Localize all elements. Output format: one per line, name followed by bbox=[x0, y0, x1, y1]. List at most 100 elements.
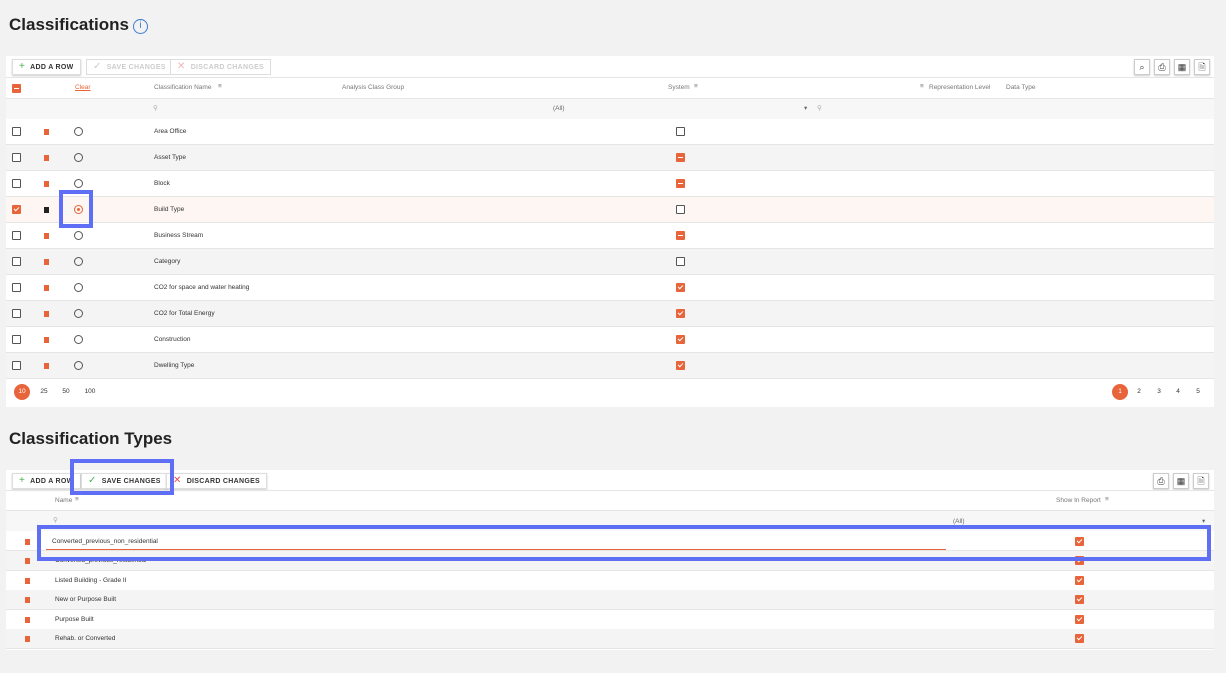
row-radio[interactable] bbox=[74, 153, 83, 162]
row-radio[interactable] bbox=[74, 231, 83, 240]
page-2[interactable]: 2 bbox=[1137, 388, 1141, 395]
system-checkbox[interactable] bbox=[676, 257, 685, 266]
system-checkbox[interactable] bbox=[676, 231, 685, 240]
select-all-checkbox[interactable] bbox=[12, 84, 21, 93]
row-radio[interactable] bbox=[74, 257, 83, 266]
discard-changes-button[interactable]: ✕ DISCARD CHANGES bbox=[166, 473, 268, 489]
row-checkbox[interactable] bbox=[12, 153, 21, 162]
trash-icon[interactable] bbox=[44, 129, 49, 135]
table-row[interactable]: Business Stream bbox=[6, 223, 1214, 249]
table-row[interactable]: Dwelling Type bbox=[6, 353, 1214, 379]
table-row[interactable]: Converted_previous_residential bbox=[6, 551, 1214, 571]
row-checkbox[interactable] bbox=[12, 257, 21, 266]
name-edit-input[interactable]: Converted_previous_non_residential bbox=[46, 533, 946, 550]
table-row[interactable]: Purpose Built bbox=[6, 610, 1214, 630]
page-size-100[interactable]: 100 bbox=[84, 388, 96, 395]
show-in-report-checkbox[interactable] bbox=[1075, 575, 1084, 585]
info-icon[interactable]: i bbox=[133, 19, 148, 34]
table-row[interactable]: Asset Type bbox=[6, 145, 1214, 171]
row-checkbox[interactable] bbox=[12, 231, 21, 240]
row-radio[interactable] bbox=[74, 179, 83, 188]
page-3[interactable]: 3 bbox=[1157, 388, 1161, 395]
trash-icon[interactable] bbox=[44, 233, 49, 239]
system-checkbox[interactable] bbox=[676, 179, 685, 188]
show-in-report-checkbox[interactable] bbox=[1075, 595, 1084, 605]
table-row[interactable]: CO2 for Total Energy bbox=[6, 301, 1214, 327]
show-filter-select[interactable]: (All) bbox=[953, 518, 965, 525]
system-checkbox[interactable] bbox=[676, 127, 685, 136]
search-icon[interactable]: ⚲ bbox=[817, 105, 822, 112]
table-row[interactable]: Block bbox=[6, 171, 1214, 197]
trash-icon[interactable] bbox=[25, 558, 30, 564]
row-radio[interactable] bbox=[74, 127, 83, 136]
page-1[interactable]: 1 bbox=[1112, 384, 1128, 400]
filter-icon[interactable]: ≡ bbox=[694, 83, 698, 90]
trash-icon[interactable] bbox=[44, 363, 49, 369]
row-checkbox[interactable] bbox=[12, 205, 21, 214]
search-icon[interactable]: ⚲ bbox=[153, 105, 158, 112]
clear-link[interactable]: Clear bbox=[75, 84, 91, 91]
header-classification-name[interactable]: Classification Name bbox=[154, 84, 212, 91]
dropdown-icon[interactable]: ▾ bbox=[804, 105, 808, 112]
filter-icon[interactable]: ≡ bbox=[75, 496, 79, 503]
filter-icon[interactable]: ≡ bbox=[218, 83, 222, 90]
row-checkbox[interactable] bbox=[12, 127, 21, 136]
header-data-type[interactable]: Data Type bbox=[1006, 84, 1036, 91]
row-radio[interactable] bbox=[74, 361, 83, 370]
row-checkbox[interactable] bbox=[12, 283, 21, 292]
row-checkbox[interactable] bbox=[12, 179, 21, 188]
filter-icon[interactable]: ≡ bbox=[920, 83, 924, 90]
system-checkbox[interactable] bbox=[676, 335, 685, 344]
table-row[interactable]: Listed Building - Grade II bbox=[6, 571, 1214, 591]
trash-icon[interactable] bbox=[25, 636, 30, 643]
print-icon[interactable]: ⎙ bbox=[1153, 473, 1169, 489]
filter-icon[interactable]: ≡ bbox=[1105, 496, 1109, 503]
header-system[interactable]: System bbox=[668, 84, 690, 91]
header-show-in-report[interactable]: Show In Report bbox=[1056, 497, 1101, 504]
table-row[interactable]: Category bbox=[6, 249, 1214, 275]
show-in-report-checkbox[interactable] bbox=[1075, 614, 1084, 624]
discard-changes-button[interactable]: ✕ DISCARD CHANGES bbox=[170, 59, 272, 75]
table-row[interactable]: Build Type bbox=[6, 197, 1214, 223]
show-in-report-checkbox[interactable] bbox=[1075, 537, 1084, 546]
show-in-report-checkbox[interactable] bbox=[1075, 556, 1084, 565]
trash-icon[interactable] bbox=[44, 207, 49, 213]
pdf-icon[interactable]: 🗎 bbox=[1194, 59, 1210, 75]
trash-icon[interactable] bbox=[25, 597, 30, 604]
row-radio[interactable] bbox=[74, 335, 83, 344]
row-radio[interactable] bbox=[74, 283, 83, 292]
system-checkbox[interactable] bbox=[676, 309, 685, 318]
table-row[interactable]: CO2 for space and water heating bbox=[6, 275, 1214, 301]
trash-icon[interactable] bbox=[25, 616, 30, 623]
pdf-icon[interactable]: 🗎 bbox=[1193, 473, 1209, 489]
show-in-report-checkbox[interactable] bbox=[1075, 634, 1084, 644]
trash-icon[interactable] bbox=[25, 577, 30, 584]
excel-icon[interactable]: ▦ bbox=[1174, 59, 1190, 75]
table-row[interactable]: Area Office bbox=[6, 119, 1214, 145]
system-checkbox[interactable] bbox=[676, 153, 685, 162]
page-4[interactable]: 4 bbox=[1176, 388, 1180, 395]
trash-icon[interactable] bbox=[44, 337, 49, 343]
trash-icon[interactable] bbox=[44, 181, 49, 187]
page-size-25[interactable]: 25 bbox=[40, 388, 48, 395]
trash-icon[interactable] bbox=[44, 155, 49, 161]
row-checkbox[interactable] bbox=[12, 309, 21, 318]
search-icon[interactable]: ⚲ bbox=[53, 517, 58, 524]
table-row[interactable]: New or Purpose Built bbox=[6, 590, 1214, 611]
system-checkbox[interactable] bbox=[676, 283, 685, 292]
system-filter-select[interactable]: (All) bbox=[553, 105, 565, 112]
trash-icon[interactable] bbox=[44, 259, 49, 265]
header-analysis-class-group[interactable]: Analysis Class Group bbox=[342, 84, 405, 91]
header-name[interactable]: Name bbox=[55, 497, 73, 504]
trash-icon[interactable] bbox=[25, 539, 30, 545]
page-size-10[interactable]: 10 bbox=[14, 384, 30, 400]
table-row[interactable]: Rehab. or Converted bbox=[6, 629, 1214, 650]
add-row-button[interactable]: + ADD A ROW bbox=[12, 473, 81, 489]
trash-icon[interactable] bbox=[44, 311, 49, 317]
row-radio[interactable] bbox=[74, 309, 83, 318]
print-icon[interactable]: ⎙ bbox=[1154, 59, 1170, 75]
excel-icon[interactable]: ▦ bbox=[1173, 473, 1189, 489]
page-5[interactable]: 5 bbox=[1196, 388, 1200, 395]
system-checkbox[interactable] bbox=[676, 205, 685, 214]
page-size-50[interactable]: 50 bbox=[62, 388, 70, 395]
